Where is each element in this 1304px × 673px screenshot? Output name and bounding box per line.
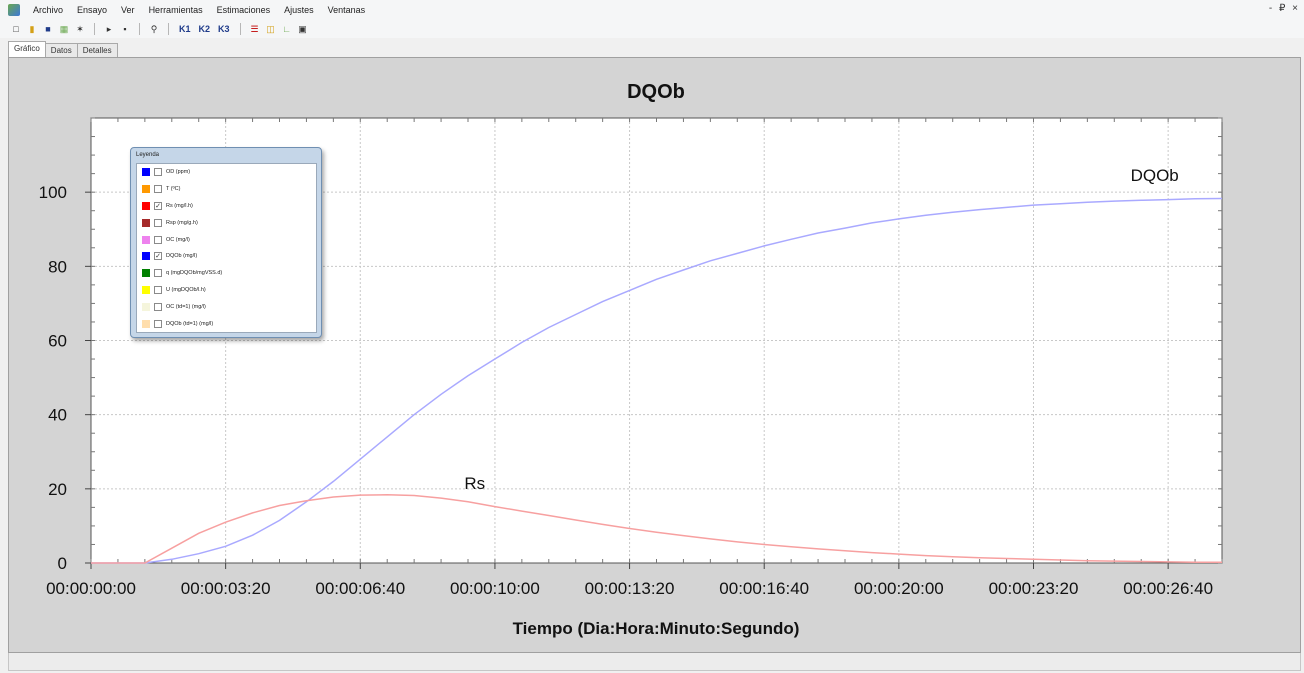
legend-checkbox[interactable]: ✓	[154, 201, 162, 210]
menu-ensayo[interactable]: Ensayo	[77, 5, 108, 15]
save-icon[interactable]: ■	[45, 24, 51, 34]
legend-label: q (mgDQOb/mgVSS.d)	[166, 270, 223, 277]
legend-title: Leyenda	[136, 152, 160, 158]
legend-swatch	[142, 218, 150, 227]
menu-estimaciones[interactable]: Estimaciones	[216, 5, 271, 15]
legend-checkbox[interactable]	[154, 235, 162, 244]
legend-checkbox[interactable]	[154, 185, 162, 194]
legend-label: U (mgDQOb/l.h)	[166, 286, 206, 293]
menu-archivo[interactable]: Archivo	[33, 5, 64, 15]
grid-icon[interactable]: ◫	[266, 24, 275, 34]
legend-label: OC (mg/l)	[166, 236, 190, 243]
legend-checkbox[interactable]	[154, 168, 162, 177]
menu-bar: Archivo Ensayo Ver Herramientas Estimaci…	[0, 0, 1304, 20]
app-logo-icon	[8, 4, 20, 16]
bars-icon[interactable]: ☰	[250, 24, 259, 34]
legend-item[interactable]: ✓ DQOb (mg/l)	[137, 248, 316, 265]
stop-icon[interactable]: ▪	[123, 24, 127, 34]
legend-item[interactable]: Rsp (mg/g.h)	[137, 214, 316, 231]
legend-window[interactable]: Leyenda OD (ppm) T (ºC) ✓ Rs (mg/l.h) Rsp (m…	[130, 147, 322, 338]
new-icon[interactable]: □	[13, 24, 19, 34]
legend-swatch	[142, 168, 150, 177]
toolbar-separator	[139, 23, 140, 35]
legend-swatch	[142, 269, 150, 278]
play-icon[interactable]: ▸	[106, 24, 112, 34]
zoom-icon[interactable]: ⚲	[150, 24, 158, 34]
toolbar-separator	[94, 23, 95, 35]
legend-swatch	[142, 302, 150, 311]
legend-label: DQOb (mg/l)	[166, 253, 198, 260]
toolbar: □ ▮ ■ ▦ ✶ ▸ ▪ ⚲ K1 K2 K3 ☰ ◫ ∟ ▣	[0, 20, 1304, 38]
legend-item[interactable]: DQOb (td=1) (mg/l)	[137, 315, 316, 332]
k1-button[interactable]: K1	[179, 24, 191, 34]
menu-herramientas[interactable]: Herramientas	[148, 5, 203, 15]
k2-button[interactable]: K2	[198, 24, 211, 34]
legend-swatch	[142, 201, 150, 210]
legend-checkbox[interactable]	[154, 218, 162, 227]
legend-item[interactable]: ✓ Rs (mg/l.h)	[137, 198, 316, 215]
legend-checkbox[interactable]	[154, 285, 162, 294]
open-icon[interactable]: ▮	[29, 24, 35, 34]
legend-item[interactable]: U (mgDQOb/l.h)	[137, 282, 316, 299]
tab-detalles[interactable]: Detalles	[76, 43, 118, 57]
toolbar-separator	[168, 23, 169, 35]
tab-grafico[interactable]: Gráfico	[8, 41, 46, 57]
legend-checkbox[interactable]	[154, 302, 162, 311]
legend-checkbox[interactable]	[154, 269, 162, 278]
legend-checkbox[interactable]: ✓	[154, 252, 162, 261]
legend-label: Rsp (mg/g.h)	[166, 219, 198, 226]
menu-ver[interactable]: Ver	[121, 5, 135, 15]
legend-label: T (ºC)	[166, 186, 181, 193]
menu-ajustes[interactable]: Ajustes	[284, 5, 314, 15]
menu-ventanas[interactable]: Ventanas	[327, 5, 366, 15]
legend-label: Rs (mg/l.h)	[166, 202, 193, 209]
legend-item[interactable]: T (ºC)	[137, 181, 316, 198]
legend-checkbox[interactable]	[154, 319, 162, 328]
image-icon[interactable]: ▣	[298, 24, 307, 34]
window-controls[interactable]: - ₽ ×	[1268, 3, 1300, 14]
legend-label: OC (td=1) (mg/l)	[166, 303, 206, 310]
legend-item[interactable]: OD (ppm)	[137, 164, 316, 181]
legend-list: OD (ppm) T (ºC) ✓ Rs (mg/l.h) Rsp (mg/g.h) OC…	[136, 163, 317, 333]
tab-datos[interactable]: Datos	[44, 43, 78, 57]
chart-icon[interactable]: ∟	[282, 24, 291, 34]
legend-swatch	[142, 185, 150, 194]
k3-button[interactable]: K3	[218, 24, 230, 34]
legend-label: OD (ppm)	[166, 169, 191, 176]
settings-icon[interactable]: ✶	[76, 24, 84, 34]
legend-item[interactable]: OC (mg/l)	[137, 231, 316, 248]
tab-strip: Gráfico Datos Detalles	[8, 41, 118, 57]
legend-label: DQOb (td=1) (mg/l)	[166, 320, 214, 327]
legend-swatch	[142, 252, 150, 261]
legend-swatch	[142, 319, 150, 328]
legend-swatch	[142, 235, 150, 244]
legend-item[interactable]: OC (td=1) (mg/l)	[137, 298, 316, 315]
status-bar	[8, 653, 1301, 671]
legend-item[interactable]: q (mgDQOb/mgVSS.d)	[137, 265, 316, 282]
toolbar-separator	[239, 23, 241, 35]
export-icon[interactable]: ▦	[59, 24, 69, 34]
legend-swatch	[142, 285, 150, 294]
